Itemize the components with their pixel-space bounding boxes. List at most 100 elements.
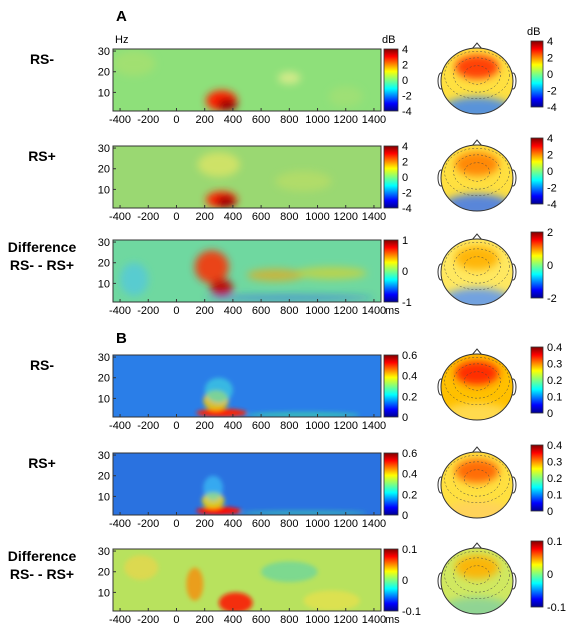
heatmap-blob <box>113 51 156 76</box>
topo-colorbar-tick-label: 2 <box>547 227 553 239</box>
y-unit-label: Hz <box>115 34 128 46</box>
x-tick-label: 200 <box>196 305 214 317</box>
heatmap-blob <box>203 475 224 501</box>
row-label: RS- <box>30 357 54 373</box>
topo-colorbar-tick-label: 0 <box>547 166 553 178</box>
x-tick-label: -400 <box>109 420 131 432</box>
heatmap-frame <box>112 48 382 112</box>
x-tick-label: 1000 <box>305 518 329 530</box>
topo-colorbar-tick-label: 2 <box>547 150 553 162</box>
x-tick-label: 1400 <box>362 518 386 530</box>
x-tick-label: -400 <box>109 305 131 317</box>
x-tick-label: 1400 <box>362 614 386 626</box>
x-tick-label: 1400 <box>362 211 386 223</box>
y-tick-label: 20 <box>98 258 110 270</box>
heatmap-frame <box>112 145 382 209</box>
x-tick-label: 400 <box>224 211 242 223</box>
x-tick-label: 1400 <box>362 114 386 126</box>
x-tick-label: -200 <box>137 114 159 126</box>
x-tick-label: 0 <box>173 305 179 317</box>
x-tick-label: 800 <box>280 211 298 223</box>
heatmap-frame <box>112 452 382 516</box>
heatmap-blob <box>215 195 236 208</box>
x-tick-label: 200 <box>196 420 214 432</box>
y-tick-label: 10 <box>98 491 110 503</box>
colorbar-tick-label: 2 <box>402 60 408 72</box>
topo-colorbar-tick-label: 0 <box>547 569 553 581</box>
x-tick-label: -400 <box>109 614 131 626</box>
x-unit-label: ms <box>385 305 400 317</box>
tf-heatmap <box>113 49 381 111</box>
cbar-unit-label: dB <box>382 34 395 46</box>
x-tick-label: 600 <box>252 211 270 223</box>
heatmap-blob <box>204 377 233 403</box>
heatmap-blob <box>196 408 247 417</box>
colorbar <box>383 548 399 612</box>
nose <box>471 139 483 147</box>
colorbar-tick-label: 0.6 <box>402 448 417 460</box>
colorbar-tick-label: -0.1 <box>402 606 421 618</box>
colorbar-tick-label: 0 <box>402 172 408 184</box>
topo-colorbar-tick-label: 0.2 <box>547 375 562 387</box>
y-tick-label: 30 <box>98 46 110 58</box>
x-tick-label: 600 <box>252 420 270 432</box>
topo-colorbar-tick-label: 0 <box>547 408 553 420</box>
y-tick-label: 20 <box>98 164 110 176</box>
topoplot <box>437 348 517 421</box>
x-tick-label: 400 <box>224 614 242 626</box>
head-outline <box>440 238 514 306</box>
x-tick-label: 800 <box>280 114 298 126</box>
colorbar-tick-label: 4 <box>402 44 408 56</box>
x-tick-label: 600 <box>252 614 270 626</box>
y-tick-label: 10 <box>98 184 110 196</box>
topo-colorbar-tick-label: -2 <box>547 293 557 305</box>
x-tick-label: -200 <box>137 614 159 626</box>
heatmap-background <box>113 146 381 208</box>
colorbar-tick-label: 0 <box>402 75 408 87</box>
colorbar-tick-label: 2 <box>402 157 408 169</box>
x-tick-label: 1200 <box>333 305 357 317</box>
colorbar-tick-label: 0.4 <box>402 469 417 481</box>
colorbar-tick-label: 0 <box>402 266 408 278</box>
topo-colorbar-tick-label: -4 <box>547 199 557 211</box>
topo-colorbar <box>530 137 544 205</box>
topo-colorbar-tick-label: 2 <box>547 53 553 65</box>
y-tick-label: 10 <box>98 278 110 290</box>
heatmap-blob <box>296 266 367 280</box>
x-tick-label: 800 <box>280 420 298 432</box>
y-tick-label: 30 <box>98 143 110 155</box>
colorbar-tick-label: -4 <box>402 203 412 215</box>
topo-colorbar <box>530 540 544 608</box>
colorbar-tick-label: 0 <box>402 575 408 587</box>
topo-colorbar <box>530 346 544 414</box>
head-outline <box>440 451 514 519</box>
x-tick-label: 400 <box>224 114 242 126</box>
y-tick-label: 10 <box>98 393 110 405</box>
x-tick-label: -400 <box>109 114 131 126</box>
row-label: RS- - RS+ <box>10 257 74 273</box>
x-tick-label: 1000 <box>305 614 329 626</box>
heatmap-background <box>113 355 381 417</box>
topo-colorbar-tick-label: 0 <box>547 506 553 518</box>
colorbar-tick-label: -4 <box>402 106 412 118</box>
heatmap-blob <box>303 590 360 611</box>
x-tick-label: -200 <box>137 518 159 530</box>
colorbar <box>383 48 399 112</box>
topo-colorbar <box>530 40 544 108</box>
y-tick-label: 30 <box>98 450 110 462</box>
x-tick-label: 1200 <box>333 614 357 626</box>
colorbar-tick-label: 4 <box>402 141 408 153</box>
nose <box>471 42 483 50</box>
x-tick-label: 1000 <box>305 211 329 223</box>
topoplot <box>437 542 517 615</box>
colorbar-tick-label: 0.4 <box>402 371 417 383</box>
topo-colorbar-tick-label: -0.1 <box>547 602 566 614</box>
topoplot <box>437 42 517 115</box>
nose <box>471 348 483 356</box>
x-tick-label: 0 <box>173 211 179 223</box>
topo-colorbar-tick-label: -2 <box>547 183 557 195</box>
topo-colorbar-tick-label: 4 <box>547 36 553 48</box>
row-label: RS+ <box>28 148 56 164</box>
